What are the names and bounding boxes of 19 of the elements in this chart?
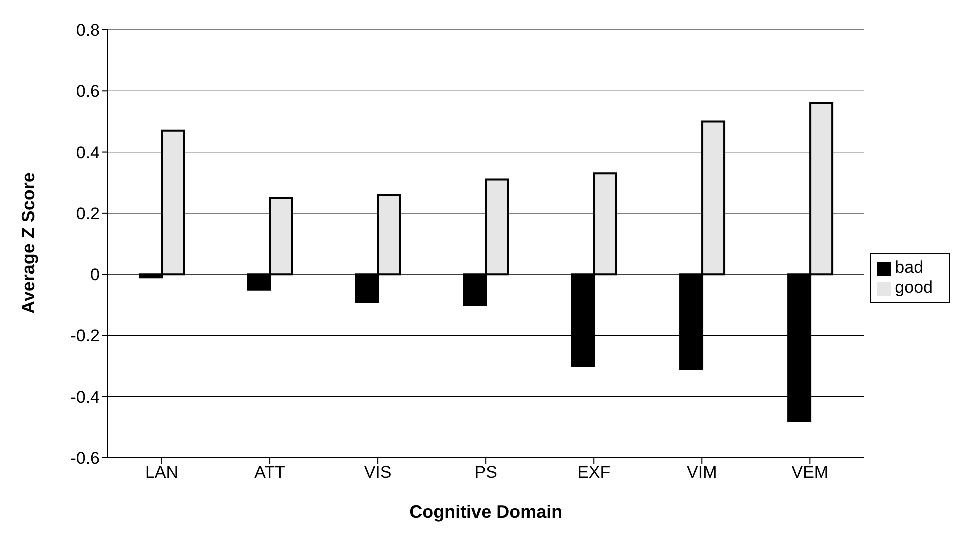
legend-label: good <box>895 278 933 297</box>
x-tick-label: LAN <box>145 463 179 482</box>
y-tick-label: 0.4 <box>76 143 100 162</box>
x-tick-label: VIM <box>687 463 718 482</box>
y-tick-label: -0.6 <box>70 449 100 468</box>
legend-label: bad <box>895 258 924 277</box>
y-axis-title: Average Z Score <box>18 172 38 314</box>
x-axis-title: Cognitive Domain <box>410 502 563 522</box>
x-tick-label: VIS <box>364 463 392 482</box>
y-tick-label: 0.2 <box>76 204 100 224</box>
y-tick-label: 0.6 <box>76 82 100 102</box>
x-tick-label: ATT <box>254 463 286 482</box>
y-tick-label: 0 <box>90 266 100 285</box>
y-tick-label: 0.8 <box>76 21 100 40</box>
x-tick-label: VEM <box>792 463 829 482</box>
y-tick-label: -0.4 <box>70 388 100 407</box>
x-tick-label: PS <box>474 463 498 482</box>
y-tick-label: -0.2 <box>70 326 100 346</box>
x-tick-label: EXF <box>578 463 611 482</box>
